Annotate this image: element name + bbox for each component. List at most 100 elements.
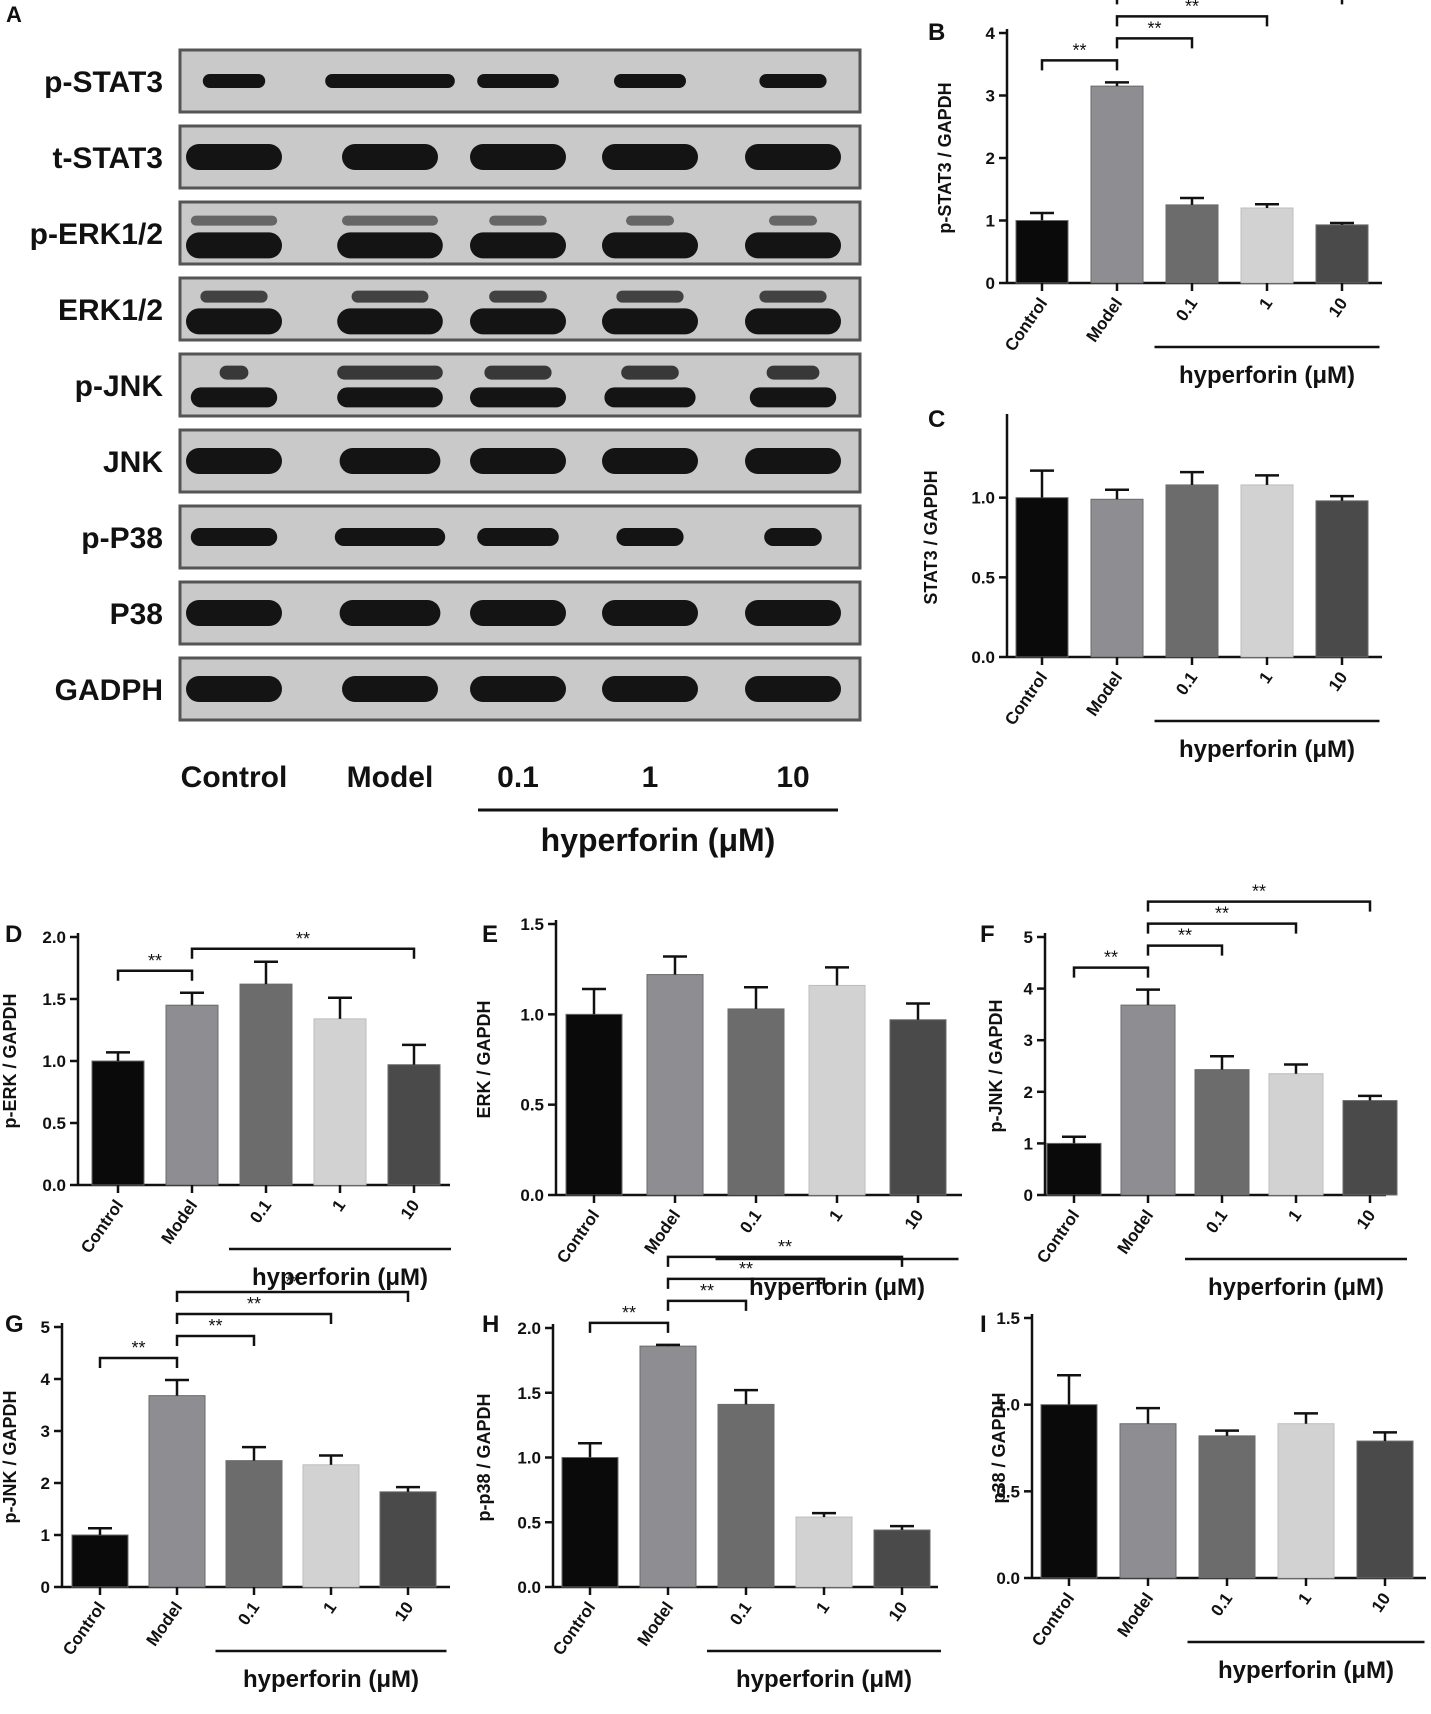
y-tick-label: 2 <box>41 1474 50 1493</box>
significance-label: ** <box>1185 0 1199 16</box>
y-axis-title: p-ERK / GAPDH <box>0 994 20 1129</box>
blot-band <box>339 448 441 474</box>
x-tick-label: Control <box>549 1598 599 1658</box>
treatment-group-label: hyperforin (μM) <box>1179 362 1355 389</box>
significance-label: ** <box>1147 18 1161 38</box>
blot-band <box>489 215 547 226</box>
y-tick-label: 0.5 <box>520 1096 544 1115</box>
blot-band <box>219 365 249 380</box>
blot-band <box>614 74 686 88</box>
significance-bracket: ** <box>1115 18 1194 49</box>
x-tick-label: 1 <box>328 1196 349 1215</box>
bracket-line <box>98 1356 179 1369</box>
blot-band <box>190 387 278 408</box>
x-tick-label: Model <box>1083 668 1127 719</box>
significance-bracket: ** <box>175 1316 256 1347</box>
blot-band <box>616 528 684 546</box>
significance-label: ** <box>700 1281 714 1301</box>
bar-0.1 <box>239 983 293 1186</box>
bracket-line <box>666 1299 748 1311</box>
bar-model <box>1090 498 1144 658</box>
blot-row-label: p-ERK1/2 <box>30 218 163 251</box>
bar-model <box>646 974 704 1196</box>
x-tick-label: 10 <box>901 1206 927 1232</box>
blot-band <box>602 676 698 702</box>
treatment-group-label: hyperforin (μM) <box>1208 1274 1384 1301</box>
blot-band <box>342 215 438 226</box>
treatment-group-label: hyperforin (μM) <box>736 1666 912 1693</box>
y-axis-title: STAT3 / GAPDH <box>921 470 941 604</box>
blot-band <box>186 144 282 170</box>
blot-band <box>186 600 282 626</box>
y-tick-label: 5 <box>1024 928 1033 947</box>
blot-row-label: JNK <box>103 446 163 479</box>
blot-band <box>342 144 438 170</box>
x-tick-label: 10 <box>391 1598 417 1624</box>
significance-bracket: ** <box>190 929 416 959</box>
blot-band <box>186 676 282 702</box>
blot-band <box>470 676 566 702</box>
bar-10 <box>889 1019 947 1196</box>
y-tick-label: 0.0 <box>971 648 995 667</box>
x-tick-label: 0.1 <box>1172 294 1201 324</box>
bar-1 <box>302 1464 360 1588</box>
x-tick-label: 0.1 <box>736 1206 765 1236</box>
blot-row-label: GADPH <box>55 674 163 707</box>
blot-band <box>339 600 441 626</box>
blot-row: GADPH <box>55 656 862 722</box>
bracket-line <box>588 1321 670 1333</box>
x-tick-label: 1 <box>812 1598 833 1617</box>
significance-bracket: ** <box>1115 0 1269 27</box>
blot-band <box>470 308 566 335</box>
y-tick-label: 0.0 <box>517 1578 541 1597</box>
bar-control <box>561 1457 619 1588</box>
bar-10 <box>873 1529 931 1588</box>
blot-band <box>470 448 566 474</box>
y-tick-label: 1.0 <box>520 1005 544 1024</box>
panel-label: H <box>482 1311 499 1338</box>
blot-band <box>602 448 698 474</box>
blot-band <box>604 387 696 408</box>
bar-0.1 <box>1198 1435 1256 1579</box>
x-tick-label: 10 <box>885 1598 911 1624</box>
bar-10 <box>379 1491 437 1588</box>
x-tick-label: Control <box>1001 294 1051 354</box>
blot-lane-label: 0.1 <box>497 761 539 794</box>
blot-band <box>745 232 841 259</box>
blot-band <box>334 528 446 546</box>
significance-label: ** <box>285 1272 299 1292</box>
blot-row: p-ERK1/2 <box>30 200 862 266</box>
y-tick-label: 1.0 <box>517 1449 541 1468</box>
y-tick-label: 1.5 <box>996 1309 1020 1328</box>
blot-band <box>186 308 282 335</box>
x-tick-label: Control <box>553 1206 603 1266</box>
blot-band <box>602 232 698 259</box>
blot-lane-label: 1 <box>642 761 659 794</box>
y-tick-label: 1.5 <box>42 990 66 1009</box>
blot-band <box>186 232 282 259</box>
x-tick-label: 0.1 <box>1202 1206 1231 1236</box>
bar-chart-d: D 0.0 0.5 1.0 1.5 2.0 p-ERK / GAPDH Control Mode… <box>0 921 451 1291</box>
bracket-line <box>190 947 416 959</box>
y-tick-label: 1.0 <box>996 1396 1020 1415</box>
blot-band <box>759 290 827 303</box>
x-tick-label: 1 <box>1294 1589 1315 1608</box>
bar-control <box>1015 220 1069 284</box>
bar-model <box>639 1345 697 1588</box>
y-tick-label: 1.5 <box>517 1384 541 1403</box>
blot-band <box>602 144 698 170</box>
bar-1 <box>808 984 866 1196</box>
y-tick-label: 3 <box>41 1422 50 1441</box>
bar-0.1 <box>727 1008 785 1196</box>
blot-row: t-STAT3 <box>52 124 862 190</box>
blot-band <box>484 365 552 380</box>
x-tick-label: Model <box>1114 1589 1158 1640</box>
significance-label: ** <box>208 1316 222 1336</box>
x-tick-label: 10 <box>1325 668 1351 694</box>
significance-bracket: ** <box>666 1259 826 1289</box>
panel-label: C <box>928 406 945 433</box>
significance-label: ** <box>296 929 310 949</box>
panel-label: D <box>5 921 22 948</box>
x-tick-label: 10 <box>1353 1206 1379 1232</box>
panel-label: B <box>928 19 945 46</box>
